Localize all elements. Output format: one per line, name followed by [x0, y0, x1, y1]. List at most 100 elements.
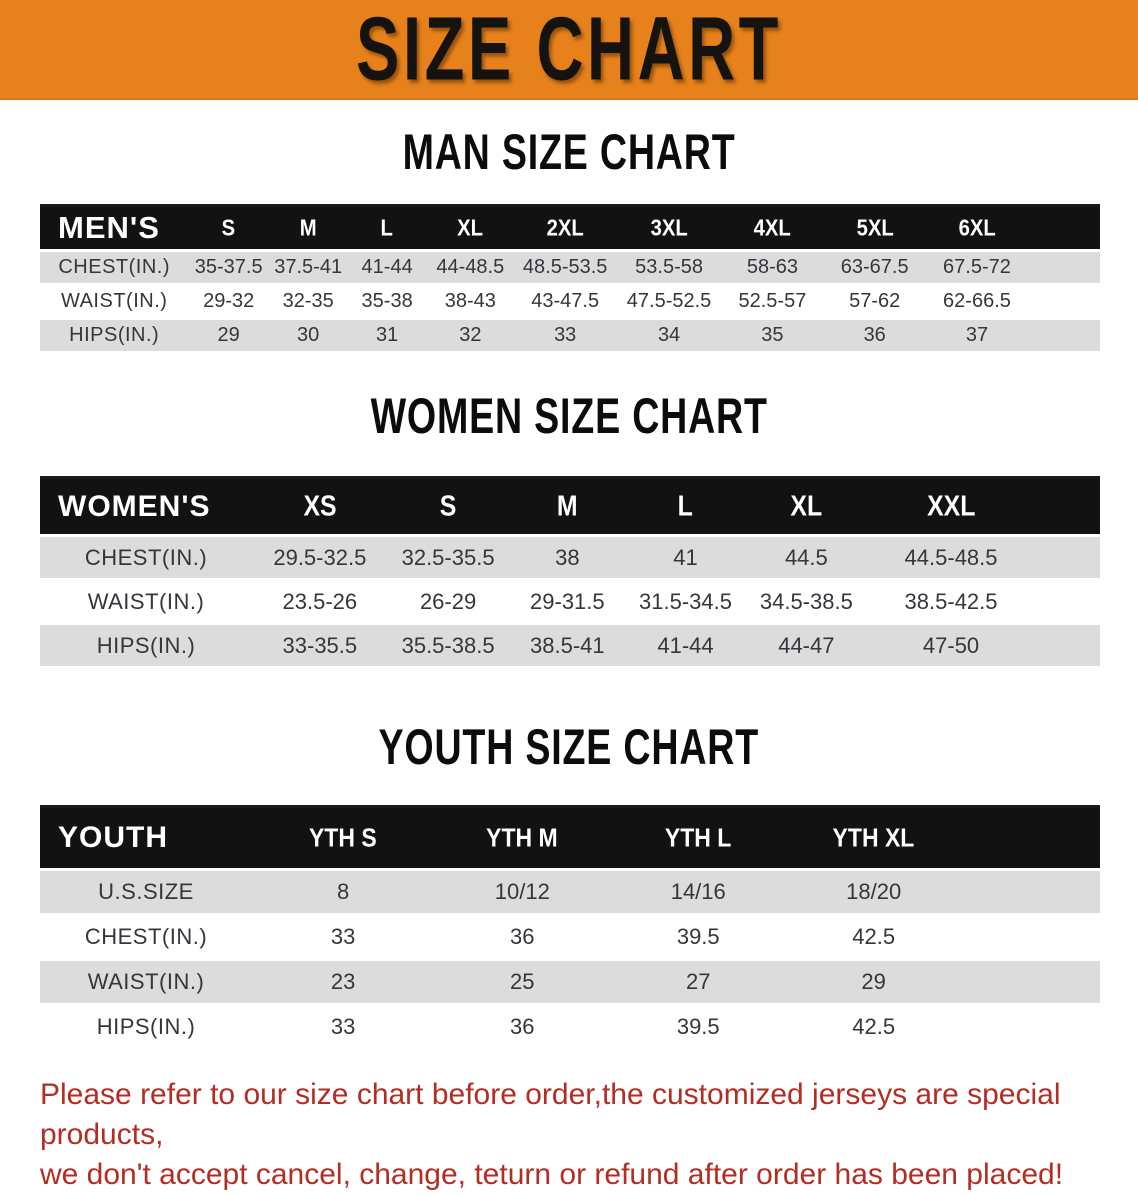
measurement-value: 27: [610, 959, 787, 1006]
measurement-row: CHEST(IN.) 33 36 39.5 42.5: [40, 914, 1100, 961]
measurement-value: 29-32: [188, 284, 269, 320]
measurement-value: 35-37.5: [188, 250, 269, 286]
men-size-table: MEN'S S M L XL 2XL 3XL 4XL 5XL 6XL CHEST(IN.) 35-37…: [40, 204, 1100, 354]
measurement-row: U.S.SIZE 8 10/12 14/16 18/20: [40, 869, 1100, 916]
measurement-value: 23: [252, 959, 435, 1006]
measurement-value: 38.5-42.5: [867, 579, 1035, 625]
size-column-header: 4XL: [721, 205, 824, 252]
measurement-value: 33: [252, 914, 435, 961]
table-corner-label: WOMEN'S: [40, 477, 252, 537]
size-column-header: M: [268, 205, 348, 252]
size-column-header-text: L: [380, 214, 394, 241]
measurement-value: 39.5: [610, 914, 787, 961]
measurement-value: 44-47: [744, 623, 868, 669]
spacer-cell: [1027, 205, 1100, 252]
men-section-title: MAN SIZE CHART: [0, 124, 1138, 190]
measurement-row: WAIST(IN.) 29-32 32-35 35-38 38-43 43-47.5 47.…: [40, 284, 1100, 320]
size-column-header-text: XL: [790, 490, 823, 522]
spacer-cell: [961, 959, 1100, 1006]
measurement-value: 41-44: [626, 623, 745, 669]
measurement-value: 62-66.5: [926, 284, 1028, 320]
measurement-value: 53.5-58: [616, 250, 722, 286]
size-column-header-text: XL: [457, 214, 484, 241]
measurement-label: U.S.SIZE: [40, 869, 252, 916]
measurement-value: 33-35.5: [252, 623, 388, 669]
measurement-label: CHEST(IN.): [40, 535, 252, 581]
size-column-header: YTH XL: [786, 806, 962, 871]
measurement-row: CHEST(IN.) 29.5-32.5 32.5-35.5 38 41 44.5 44.5…: [40, 535, 1100, 581]
men-section: MAN SIZE CHART MEN'S S M L XL 2XL 3XL 4XL 5XL 6XL…: [0, 124, 1138, 354]
banner-title: SIZE CHART: [356, 0, 782, 100]
youth-section-title: YOUTH SIZE CHART: [0, 719, 1138, 785]
measurement-value: 38: [508, 535, 627, 581]
measurement-value: 14/16: [610, 869, 787, 916]
spacer-cell: [1027, 284, 1100, 320]
size-column-header: 2XL: [513, 205, 617, 252]
measurement-value: 29: [786, 959, 962, 1006]
measurement-value: 67.5-72: [926, 250, 1028, 286]
women-section-title-text: WOMEN SIZE CHART: [370, 387, 768, 444]
measurement-value: 10/12: [434, 869, 611, 916]
size-chart-banner: SIZE CHART: [0, 0, 1138, 100]
measurement-row: WAIST(IN.) 23 25 27 29: [40, 959, 1100, 1006]
measurement-value: 44-48.5: [426, 250, 514, 286]
table-corner-label: YOUTH: [40, 806, 252, 871]
measurement-value: 47-50: [867, 623, 1035, 669]
measurement-value: 34: [616, 318, 722, 354]
size-column-header-text: 2XL: [546, 214, 584, 241]
size-column-header: M: [508, 477, 627, 537]
spacer-cell: [961, 806, 1100, 871]
measurement-value: 42.5: [786, 1004, 962, 1051]
measurement-value: 23.5-26: [252, 579, 388, 625]
measurement-row: CHEST(IN.) 35-37.5 37.5-41 41-44 44-48.5 48.5…: [40, 250, 1100, 286]
size-column-header: 3XL: [616, 205, 722, 252]
measurement-value: 8: [252, 869, 435, 916]
measurement-value: 57-62: [823, 284, 927, 320]
measurement-label: WAIST(IN.): [40, 959, 252, 1006]
measurement-value: 58-63: [721, 250, 824, 286]
measurement-value: 42.5: [786, 914, 962, 961]
measurement-row: HIPS(IN.) 29 30 31 32 33 34 35 36 37: [40, 318, 1100, 354]
measurement-value: 32: [426, 318, 514, 354]
measurement-value: 35-38: [347, 284, 427, 320]
measurement-value: 35.5-38.5: [387, 623, 509, 669]
measurement-value: 37: [926, 318, 1028, 354]
measurement-value: 33: [513, 318, 617, 354]
size-column-header: L: [626, 477, 745, 537]
spacer-cell: [961, 869, 1100, 916]
measurement-value: 33: [252, 1004, 435, 1051]
measurement-value: 48.5-53.5: [513, 250, 617, 286]
measurement-label: WAIST(IN.): [40, 579, 252, 625]
measurement-row: WAIST(IN.) 23.5-26 26-29 29-31.5 31.5-34.5 34…: [40, 579, 1100, 625]
measurement-value: 43-47.5: [513, 284, 617, 320]
youth-section: YOUTH SIZE CHART YOUTH YTH S YTH M YTH L YTH…: [0, 719, 1138, 1051]
size-column-header: XL: [426, 205, 514, 252]
measurement-label: HIPS(IN.): [40, 318, 189, 354]
measurement-label: HIPS(IN.): [40, 1004, 252, 1051]
measurement-value: 32-35: [268, 284, 348, 320]
women-size-table: WOMEN'S XS S M L XL XXL CHEST(IN.) 29.5-32.5 32.5…: [40, 476, 1100, 669]
measurement-value: 29: [188, 318, 269, 354]
measurement-value: 44.5: [744, 535, 868, 581]
measurement-value: 35: [721, 318, 824, 354]
disclaimer-line-2: we don't accept cancel, change, teturn o…: [40, 1158, 1064, 1191]
measurement-label: CHEST(IN.): [40, 250, 189, 286]
measurement-value: 31: [347, 318, 427, 354]
spacer-cell: [1034, 477, 1100, 537]
spacer-cell: [1034, 579, 1100, 625]
size-column-header: S: [387, 477, 509, 537]
measurement-value: 29-31.5: [508, 579, 627, 625]
size-header-row: MEN'S S M L XL 2XL 3XL 4XL 5XL 6XL: [40, 205, 1100, 252]
measurement-value: 63-67.5: [823, 250, 927, 286]
size-column-header: L: [347, 205, 427, 252]
disclaimer-text: Please refer to our size chart before or…: [40, 1075, 1108, 1195]
size-header-row: YOUTH YTH S YTH M YTH L YTH XL: [40, 806, 1100, 871]
spacer-cell: [961, 914, 1100, 961]
measurement-value: 34.5-38.5: [744, 579, 868, 625]
size-column-header-text: S: [221, 214, 236, 241]
size-column-header: S: [188, 205, 269, 252]
size-column-header-text: 6XL: [958, 214, 996, 241]
measurement-label: CHEST(IN.): [40, 914, 252, 961]
measurement-value: 38.5-41: [508, 623, 627, 669]
table-corner-label: MEN'S: [40, 205, 189, 252]
